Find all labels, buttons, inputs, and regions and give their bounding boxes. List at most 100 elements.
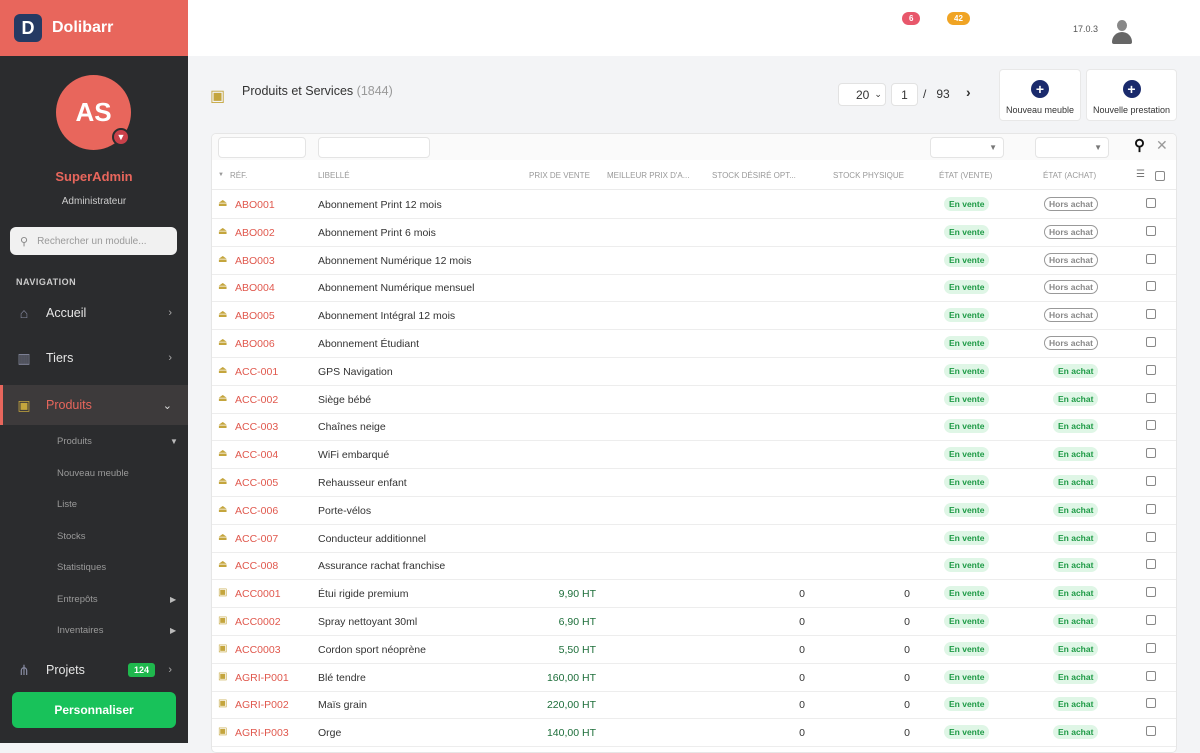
next-page-icon[interactable]: › [966,84,971,100]
product-ref-link[interactable]: ABO003 [235,254,275,267]
col-stock-physical[interactable]: Stock physique [833,171,904,180]
table-row[interactable]: ⏏ ABO005 Abonnement Intégral 12 mois En ven… [212,302,1176,331]
table-row[interactable]: ▣ ACC0003 Cordon sport néoprène 5,50 HT 0 0 En… [212,636,1176,664]
product-ref-link[interactable]: ACC0002 [235,616,281,628]
row-checkbox[interactable] [1146,420,1156,431]
product-ref-link[interactable]: ACC-002 [235,393,279,406]
product-ref-link[interactable]: ACC-005 [235,477,279,489]
table-row[interactable]: ⏏ ACC-006 Porte-vélos En vente En achat [212,497,1176,525]
row-checkbox[interactable] [1146,559,1156,570]
product-ref-link[interactable]: ABO002 [235,226,275,239]
user-avatar[interactable]: AS [56,75,131,150]
row-checkbox[interactable] [1146,364,1156,375]
product-ref-link[interactable]: AGRI-P002 [235,699,289,712]
row-checkbox[interactable] [1146,531,1156,542]
row-checkbox[interactable] [1146,476,1156,486]
row-checkbox[interactable] [1146,615,1156,625]
per-page-select[interactable]: 20 ⌄ [838,83,886,106]
table-row[interactable]: ⏏ ACC-002 Siège bébé En vente En achat [212,386,1176,414]
product-ref-link[interactable]: ABO006 [235,338,275,350]
col-sale-status[interactable]: État (vente) [939,171,993,180]
col-stock-desired[interactable]: Stock désiré opt... [712,171,796,180]
notification-badge-orange[interactable]: 42 [947,12,970,25]
row-checkbox[interactable] [1146,253,1156,264]
table-row[interactable]: ▣ ACC0002 Spray nettoyant 30ml 6,90 HT 0 0 En … [212,608,1176,636]
personalize-button[interactable]: Personnaliser [12,692,176,728]
column-list-icon[interactable]: ☰ [1136,169,1145,180]
table-row[interactable]: ⏏ ACC-003 Chaînes neige En vente En achat [212,413,1176,442]
table-row[interactable]: ⏏ ACC-005 Rehausseur enfant En vente En acha… [212,469,1176,497]
product-ref-link[interactable]: ACC-007 [235,532,279,545]
row-checkbox[interactable] [1146,642,1156,653]
product-ref-link[interactable]: ACC-008 [235,560,279,573]
table-row[interactable]: ⏏ ABO002 Abonnement Print 6 mois En vente Ho… [212,219,1176,247]
product-ref-link[interactable]: ABO005 [235,310,275,323]
table-row[interactable]: ⏏ ACC-004 WiFi embarqué En vente En achat [212,441,1176,470]
sidebar-item-tiers[interactable]: ▥ Tiers › [0,338,188,378]
page-number-input[interactable]: 1 [891,83,918,106]
filter-sale-status-select[interactable]: ▼ [930,137,1004,158]
product-ref-link[interactable]: AGRI-P003 [235,727,289,740]
product-ref-link[interactable]: AGRI-P001 [235,671,289,684]
table-row[interactable]: ⏏ ABO003 Abonnement Numérique 12 mois En ve… [212,247,1176,275]
submenu-item-entrepots[interactable]: Entrepôts ▶ [57,594,176,605]
row-checkbox[interactable] [1146,503,1156,514]
col-label[interactable]: Libellé [318,171,350,180]
submenu-item-nouveau-meuble[interactable]: Nouveau meuble [57,468,129,479]
table-row[interactable]: ⏏ ACC-007 Conducteur additionnel En vente En… [212,525,1176,553]
filter-ref-input[interactable] [218,137,306,158]
submenu-item-produits[interactable]: Produits ▼ [57,436,178,447]
product-ref-link[interactable]: ACC-003 [235,421,279,434]
filter-purchase-status-select[interactable]: ▼ [1035,137,1109,158]
submenu-item-inventaires[interactable]: Inventaires ▶ [57,625,176,636]
select-all-checkbox[interactable] [1155,171,1165,181]
row-checkbox[interactable] [1146,281,1156,292]
notification-badge-red[interactable]: 6 [902,12,921,25]
row-checkbox[interactable] [1146,337,1156,347]
close-icon[interactable]: ✕ [1156,137,1168,153]
submenu-item-statistiques[interactable]: Statistiques [57,562,106,573]
col-purchase-status[interactable]: État (achat) [1043,171,1097,180]
table-row[interactable]: ⏏ ABO001 Abonnement Print 12 mois En vente H… [212,191,1176,219]
row-checkbox[interactable] [1146,587,1156,598]
submenu-item-stocks[interactable]: Stocks [57,531,86,542]
table-row[interactable]: ⏏ ABO006 Abonnement Étudiant En vente Hors a… [212,330,1176,358]
row-checkbox[interactable] [1146,448,1156,459]
table-row[interactable]: ⏏ ABO004 Abonnement Numérique mensuel En ve… [212,274,1176,303]
table-row[interactable]: ⏏ ACC-001 GPS Navigation En vente En achat [212,358,1176,386]
filter-label-input[interactable] [318,137,430,158]
product-ref-link[interactable]: ABO001 [235,199,275,211]
module-search-input[interactable]: ⚲ Rechercher un module... [10,227,177,255]
sidebar-item-produits[interactable]: ▣ Produits ⌄ [0,385,188,425]
new-furniture-button[interactable]: + Nouveau meuble [999,69,1081,121]
row-checkbox[interactable] [1146,670,1156,681]
product-ref-link[interactable]: ACC0001 [235,588,281,601]
chevron-down-icon[interactable]: ▼ [112,128,130,146]
col-ref[interactable]: Réf. [230,171,248,180]
chevron-down-icon: ⌄ [162,399,172,412]
product-ref-link[interactable]: ACC0003 [235,643,281,656]
search-icon[interactable]: ⚲ [1134,137,1145,154]
col-price[interactable]: Prix de vente [529,171,590,180]
row-checkbox[interactable] [1146,392,1156,403]
col-best-price[interactable]: Meilleur prix d'a... [607,171,690,180]
row-checkbox[interactable] [1146,698,1156,709]
submenu-item-liste[interactable]: Liste [57,499,77,510]
table-row[interactable]: ▣ AGRI-P001 Blé tendre 160,00 HT 0 0 En vente E… [212,664,1176,692]
new-service-button[interactable]: + Nouvelle prestation [1086,69,1177,121]
row-checkbox[interactable] [1146,309,1156,320]
user-menu-icon[interactable] [1112,20,1132,44]
table-row[interactable]: ▣ AGRI-P002 Maïs grain 220,00 HT 0 0 En vente E… [212,691,1176,720]
row-checkbox[interactable] [1146,198,1156,208]
product-ref-link[interactable]: ACC-004 [235,449,279,462]
sidebar-item-projets[interactable]: ⋔ Projets › [0,650,188,690]
product-ref-link[interactable]: ACC-001 [235,365,279,378]
table-row[interactable]: ▣ ACC0001 Étui rigide premium 9,90 HT 0 0 En v… [212,580,1176,609]
row-checkbox[interactable] [1146,225,1156,236]
sidebar-item-accueil[interactable]: ⌂ Accueil › [0,293,188,333]
table-row[interactable]: ⏏ ACC-008 Assurance rachat franchise En ven… [212,552,1176,581]
row-checkbox[interactable] [1146,726,1156,737]
product-ref-link[interactable]: ACC-006 [235,504,279,517]
product-ref-link[interactable]: ABO004 [235,282,275,295]
brand-header[interactable]: D Dolibarr [0,0,188,56]
